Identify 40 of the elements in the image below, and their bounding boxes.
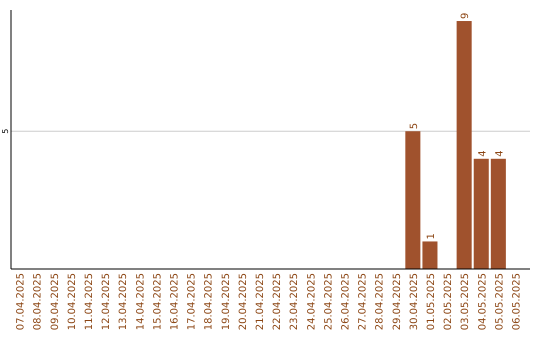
x-tick-label: 16.04.2025	[169, 273, 180, 330]
x-tick-label: 12.04.2025	[101, 273, 112, 330]
x-tick-label: 22.04.2025	[272, 273, 284, 330]
x-tick-label: 15.04.2025	[152, 273, 164, 330]
bar	[474, 158, 489, 269]
x-tick-label: 21.04.2025	[254, 273, 266, 330]
x-tick-label: 23.04.2025	[289, 273, 300, 330]
x-tick-label: 11.04.2025	[84, 273, 95, 330]
bar	[490, 158, 506, 269]
x-tick-label: 18.04.2025	[204, 273, 215, 330]
x-tick-label: 25.04.2025	[323, 273, 334, 330]
x-tick-label: 19.04.2025	[220, 273, 232, 330]
x-tick-label: 06.05.2025	[511, 273, 522, 330]
x-tick-label: 09.04.2025	[50, 273, 61, 330]
data-label: 4	[494, 150, 506, 157]
x-tick-label: 28.04.2025	[374, 273, 386, 330]
x-tick-label: 29.04.2025	[392, 273, 403, 330]
data-label: 9	[460, 12, 472, 20]
x-tick-label: 24.04.2025	[306, 273, 318, 330]
bar	[405, 131, 420, 269]
x-tick-label: 26.04.2025	[340, 273, 352, 330]
x-tick-label: 02.05.2025	[443, 273, 454, 330]
bar	[456, 21, 472, 269]
x-tick-label: 20.04.2025	[238, 273, 249, 330]
x-tick-label: 01.05.2025	[426, 273, 437, 330]
x-tick-label: 05.05.2025	[494, 273, 506, 330]
x-tick-label: 30.04.2025	[408, 273, 420, 330]
x-tick-label: 14.04.2025	[135, 273, 146, 330]
bar	[422, 241, 438, 269]
data-label: 5	[408, 122, 420, 130]
x-tick-label: 08.04.2025	[32, 273, 44, 330]
x-tick-label: 13.04.2025	[118, 273, 130, 330]
x-tick-label: 27.04.2025	[358, 273, 369, 330]
x-tick-label: 10.04.2025	[66, 273, 78, 330]
x-tick-label: 04.05.2025	[477, 273, 488, 330]
x-tick-label: 07.04.2025	[16, 273, 27, 330]
x-tick-label: 03.05.2025	[460, 273, 472, 330]
data-label: 1	[426, 233, 437, 240]
x-tick-label: 17.04.2025	[186, 273, 198, 330]
data-label: 4	[477, 150, 488, 157]
